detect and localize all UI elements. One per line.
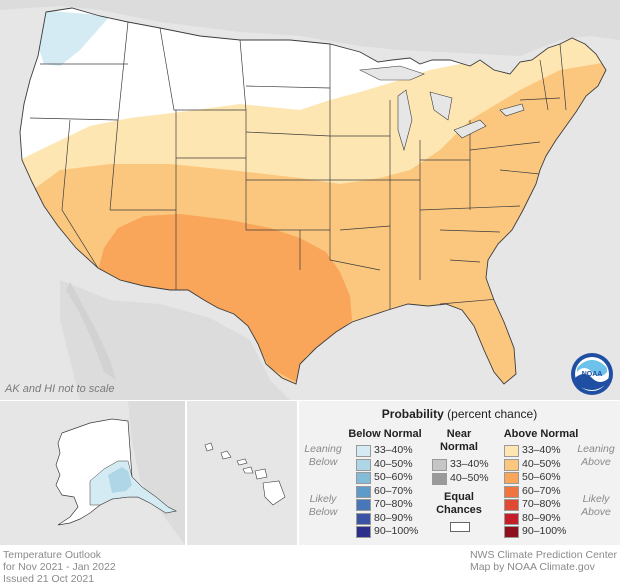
conus-map-panel: NOAA AK and HI not to scale xyxy=(0,0,620,400)
alaska-map xyxy=(0,401,185,545)
conus-outline xyxy=(19,7,607,385)
great-lakes xyxy=(358,65,525,152)
near-normal-heading: Near Normal xyxy=(429,428,489,454)
scale-note: AK and HI not to scale xyxy=(5,383,115,395)
below-normal-swatch xyxy=(356,526,371,538)
above-50-60-region xyxy=(96,214,352,382)
below-normal-heading: Below Normal xyxy=(348,428,422,440)
below-normal-label: 70–80% xyxy=(374,498,413,510)
mexico-landmass xyxy=(60,280,290,400)
conus-map xyxy=(0,0,620,400)
canada-landmass xyxy=(0,0,620,56)
alaska-inset xyxy=(0,401,185,545)
above-normal-label: 33–40% xyxy=(522,444,561,456)
below-normal-swatch xyxy=(356,499,371,511)
above-normal-swatch xyxy=(504,445,519,457)
legend-title-rest: (percent chance) xyxy=(443,407,538,421)
below-normal-label: 33–40% xyxy=(374,444,413,456)
state-boundaries xyxy=(29,21,567,310)
above-normal-label: 90–100% xyxy=(522,525,567,537)
equal-chances-heading-line1: Equal xyxy=(444,491,474,503)
outlook-caption-line3: Issued 21 Oct 2021 xyxy=(3,573,95,585)
near-normal-label: 33–40% xyxy=(450,458,489,470)
equal-chances-swatch xyxy=(450,522,470,532)
legend-title-bold: Probability xyxy=(381,407,444,421)
near-normal-heading-line1: Near xyxy=(446,428,472,440)
legend-title: Probability (percent chance) xyxy=(299,407,620,421)
equal-chances-heading: Equal Chances xyxy=(429,491,489,517)
above-normal-swatch xyxy=(504,472,519,484)
below-normal-swatch xyxy=(356,472,371,484)
credit-line2: Map by NOAA Climate.gov xyxy=(469,561,595,573)
hawaii-inset xyxy=(187,401,297,545)
above-normal-label: 50–60% xyxy=(522,471,561,483)
below-normal-label: 60–70% xyxy=(374,484,413,497)
near-normal-label: 40–50% xyxy=(450,471,489,484)
near-normal-swatch xyxy=(432,472,447,485)
below-normal-swatch xyxy=(356,458,371,471)
above-normal-swatch xyxy=(504,512,519,525)
outlook-caption-line2: for Nov 2021 - Jan 2022 xyxy=(3,561,116,573)
above-normal-swatch xyxy=(504,499,519,511)
leaning-below-line1: Leaning xyxy=(304,443,342,455)
below-normal-swatch xyxy=(356,485,371,498)
above-normal-label: 60–70% xyxy=(522,484,561,497)
near-normal-heading-line2: Normal xyxy=(440,441,478,453)
likely-below-line2: Below xyxy=(308,506,338,518)
leaning-above-label: Leaning Above xyxy=(571,443,620,469)
likely-below-label: Likely Below xyxy=(299,493,347,519)
likely-above-label: Likely Above xyxy=(571,493,620,519)
near-normal-swatch xyxy=(432,459,447,471)
hawaii-map xyxy=(187,401,297,545)
outlook-caption-line1: Temperature Outlook xyxy=(3,549,102,561)
above-normal-label: 70–80% xyxy=(522,498,561,510)
above-normal-swatch xyxy=(504,526,519,538)
above-normal-swatch xyxy=(504,458,519,471)
leaning-below-line2: Below xyxy=(308,456,338,468)
likely-below-line1: Likely xyxy=(309,493,337,505)
hawaii-islands xyxy=(204,442,286,506)
below-normal-label: 40–50% xyxy=(374,457,413,470)
noaa-logo: NOAA xyxy=(571,353,613,395)
equal-chances-heading-line2: Chances xyxy=(436,504,482,516)
leaning-above-line2: Above xyxy=(581,456,611,468)
legend-panel: Probability (percent chance) Below Norma… xyxy=(299,401,620,545)
below-normal-swatch xyxy=(356,445,371,457)
below-normal-label: 80–90% xyxy=(374,511,413,524)
above-normal-swatch xyxy=(504,485,519,498)
baja-peninsula xyxy=(66,282,116,380)
above-normal-label: 40–50% xyxy=(522,457,561,470)
below-33-40-region xyxy=(36,10,110,66)
leaning-above-line1: Leaning xyxy=(577,443,615,455)
leaning-below-label: Leaning Below xyxy=(299,443,347,469)
credit-line1: NWS Climate Prediction Center xyxy=(469,549,617,561)
below-normal-label: 90–100% xyxy=(374,525,419,537)
above-normal-label: 80–90% xyxy=(522,511,561,524)
likely-above-line1: Likely xyxy=(582,493,610,505)
below-normal-swatch xyxy=(356,512,371,525)
alaska-below-40-50-region xyxy=(108,467,132,493)
noaa-logo-text: NOAA xyxy=(582,371,603,378)
credits: NWS Climate Prediction Center Map by NOA… xyxy=(470,549,617,573)
above-normal-heading: Above Normal xyxy=(503,428,579,440)
below-normal-label: 50–60% xyxy=(374,471,413,483)
likely-above-line2: Above xyxy=(581,506,611,518)
outlook-caption: Temperature Outlook for Nov 2021 - Jan 2… xyxy=(3,549,116,585)
